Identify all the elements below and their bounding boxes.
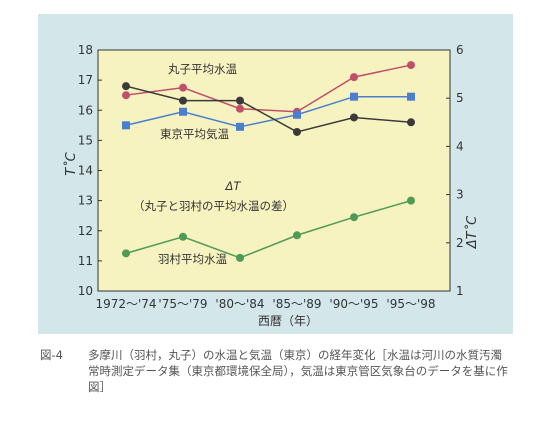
x-tick-label: 1972〜'74 <box>95 297 156 311</box>
left-tick-label: 18 <box>78 43 93 57</box>
left-axis-label: T˚C <box>63 151 79 175</box>
data-point <box>293 110 301 119</box>
data-point <box>407 92 415 101</box>
data-point <box>179 107 187 116</box>
series-label: ΔT <box>225 179 242 193</box>
right-tick-label: 5 <box>456 91 464 105</box>
data-point <box>293 127 301 136</box>
data-point <box>236 96 244 105</box>
series-line <box>125 199 412 259</box>
right-tick-label: 6 <box>456 43 464 57</box>
data-point <box>350 92 358 101</box>
left-tick-label: 13 <box>78 194 93 208</box>
series-label: 羽村平均水温 <box>158 252 227 266</box>
left-tick-label: 14 <box>78 164 93 178</box>
data-point <box>350 213 358 222</box>
data-point <box>236 253 244 262</box>
data-point <box>407 118 415 127</box>
figure-caption: 図-4 多摩川（羽村，丸子）の水温と気温（東京）の経年変化［水温は河川の水質汚濁常… <box>40 347 510 395</box>
data-point <box>122 91 130 100</box>
right-tick-label: 1 <box>456 284 464 298</box>
x-tick-label: '75〜'79 <box>158 297 207 311</box>
data-point <box>179 96 187 105</box>
data-point <box>236 122 244 131</box>
figure-caption-text: 多摩川（羽村，丸子）の水温と気温（東京）の経年変化［水温は河川の水質汚濁常時測定… <box>88 348 508 394</box>
right-tick-label: 4 <box>456 139 464 153</box>
data-point <box>350 73 358 82</box>
figure-number: 図-4 <box>40 348 63 362</box>
data-point <box>122 121 130 130</box>
plot-frame <box>97 49 451 292</box>
left-tick-label: 10 <box>78 284 93 298</box>
x-tick-label: '85〜'89 <box>272 297 321 311</box>
x-tick-label: '90〜'95 <box>329 297 378 311</box>
data-point <box>350 113 358 122</box>
delta-note: （丸子と羽村の平均水温の差） <box>133 199 294 213</box>
series-line <box>125 95 411 128</box>
data-point <box>407 196 415 205</box>
left-tick-label: 17 <box>78 73 93 87</box>
right-axis-label: ΔT˚C <box>464 215 480 249</box>
x-tick-label: '95〜'98 <box>386 297 435 311</box>
data-point <box>293 231 301 240</box>
series-label: 丸子平均水温 <box>168 62 237 76</box>
series-label: 東京平均気温 <box>160 127 229 141</box>
right-tick-label: 2 <box>456 236 464 250</box>
x-tick-label: '80〜'84 <box>215 297 264 311</box>
data-point <box>407 61 415 70</box>
left-tick-label: 15 <box>78 133 93 147</box>
x-axis-label: 西暦（年） <box>258 314 318 328</box>
data-point <box>179 232 187 241</box>
series-line <box>125 64 412 113</box>
data-point <box>122 82 130 91</box>
plot-area <box>98 50 450 291</box>
left-tick-label: 11 <box>78 254 93 268</box>
right-tick-label: 3 <box>456 188 464 202</box>
data-point <box>236 104 244 113</box>
series-line <box>125 85 412 133</box>
data-point <box>122 249 130 258</box>
left-tick-label: 12 <box>78 224 93 238</box>
data-point <box>179 83 187 92</box>
left-tick-label: 16 <box>78 103 93 117</box>
